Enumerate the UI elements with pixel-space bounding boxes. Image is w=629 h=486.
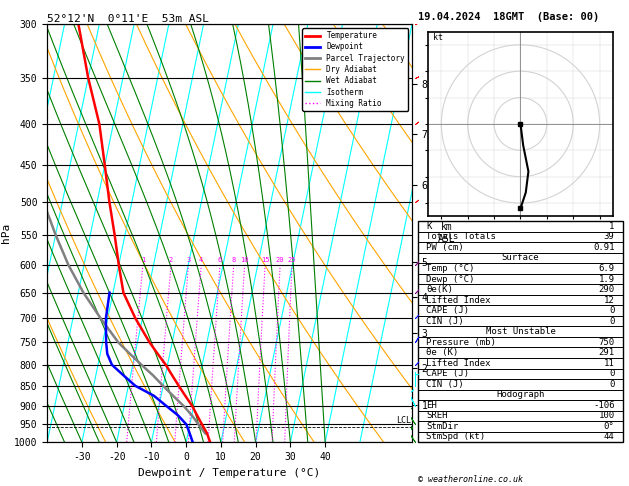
Text: StmDir: StmDir bbox=[426, 422, 459, 431]
Text: 0: 0 bbox=[609, 380, 615, 389]
Text: SREH: SREH bbox=[426, 412, 448, 420]
Text: Lifted Index: Lifted Index bbox=[426, 295, 491, 305]
Text: PW (cm): PW (cm) bbox=[426, 243, 464, 252]
Text: Dewp (°C): Dewp (°C) bbox=[426, 275, 475, 283]
Text: θe (K): θe (K) bbox=[426, 348, 459, 357]
Text: © weatheronline.co.uk: © weatheronline.co.uk bbox=[418, 474, 523, 484]
Text: kt: kt bbox=[433, 33, 443, 41]
Text: 0.91: 0.91 bbox=[593, 243, 615, 252]
Text: -106: -106 bbox=[593, 401, 615, 410]
Y-axis label: hPa: hPa bbox=[1, 223, 11, 243]
X-axis label: Dewpoint / Temperature (°C): Dewpoint / Temperature (°C) bbox=[138, 468, 321, 478]
Text: 6.9: 6.9 bbox=[598, 264, 615, 273]
Text: 39: 39 bbox=[604, 232, 615, 242]
Text: Surface: Surface bbox=[502, 254, 539, 262]
Text: θe(K): θe(K) bbox=[426, 285, 454, 294]
Text: EH: EH bbox=[426, 401, 437, 410]
Text: CAPE (J): CAPE (J) bbox=[426, 306, 469, 315]
Text: 20: 20 bbox=[276, 257, 284, 263]
Text: 750: 750 bbox=[598, 338, 615, 347]
Text: 6: 6 bbox=[218, 257, 222, 263]
Text: 0: 0 bbox=[609, 369, 615, 378]
Text: 11: 11 bbox=[604, 359, 615, 368]
Text: 15: 15 bbox=[261, 257, 269, 263]
Text: 19.04.2024  18GMT  (Base: 00): 19.04.2024 18GMT (Base: 00) bbox=[418, 12, 599, 22]
Text: 25: 25 bbox=[288, 257, 296, 263]
Text: Totals Totals: Totals Totals bbox=[426, 232, 496, 242]
Text: StmSpd (kt): StmSpd (kt) bbox=[426, 433, 486, 441]
Text: 2: 2 bbox=[169, 257, 173, 263]
Text: 0°: 0° bbox=[604, 422, 615, 431]
Text: CIN (J): CIN (J) bbox=[426, 380, 464, 389]
Text: Lifted Index: Lifted Index bbox=[426, 359, 491, 368]
Text: 291: 291 bbox=[598, 348, 615, 357]
Text: 4: 4 bbox=[199, 257, 203, 263]
Text: 12: 12 bbox=[604, 295, 615, 305]
Text: 10: 10 bbox=[240, 257, 249, 263]
Text: CAPE (J): CAPE (J) bbox=[426, 369, 469, 378]
Text: Most Unstable: Most Unstable bbox=[486, 327, 555, 336]
Text: K: K bbox=[426, 222, 432, 231]
Text: Hodograph: Hodograph bbox=[496, 390, 545, 399]
Legend: Temperature, Dewpoint, Parcel Trajectory, Dry Adiabat, Wet Adiabat, Isotherm, Mi: Temperature, Dewpoint, Parcel Trajectory… bbox=[302, 28, 408, 111]
Text: 1.9: 1.9 bbox=[598, 275, 615, 283]
Text: 8: 8 bbox=[231, 257, 236, 263]
Text: 1: 1 bbox=[141, 257, 145, 263]
Text: 44: 44 bbox=[604, 433, 615, 441]
Text: Pressure (mb): Pressure (mb) bbox=[426, 338, 496, 347]
Text: LCL: LCL bbox=[396, 416, 411, 425]
Text: 0: 0 bbox=[609, 306, 615, 315]
Text: 290: 290 bbox=[598, 285, 615, 294]
Text: 52°12'N  0°11'E  53m ASL: 52°12'N 0°11'E 53m ASL bbox=[47, 14, 209, 23]
Text: CIN (J): CIN (J) bbox=[426, 317, 464, 326]
Text: 0: 0 bbox=[609, 317, 615, 326]
Text: 1: 1 bbox=[609, 222, 615, 231]
Text: Temp (°C): Temp (°C) bbox=[426, 264, 475, 273]
Text: 3: 3 bbox=[186, 257, 191, 263]
Y-axis label: km
ASL: km ASL bbox=[438, 223, 456, 244]
Text: 100: 100 bbox=[598, 412, 615, 420]
